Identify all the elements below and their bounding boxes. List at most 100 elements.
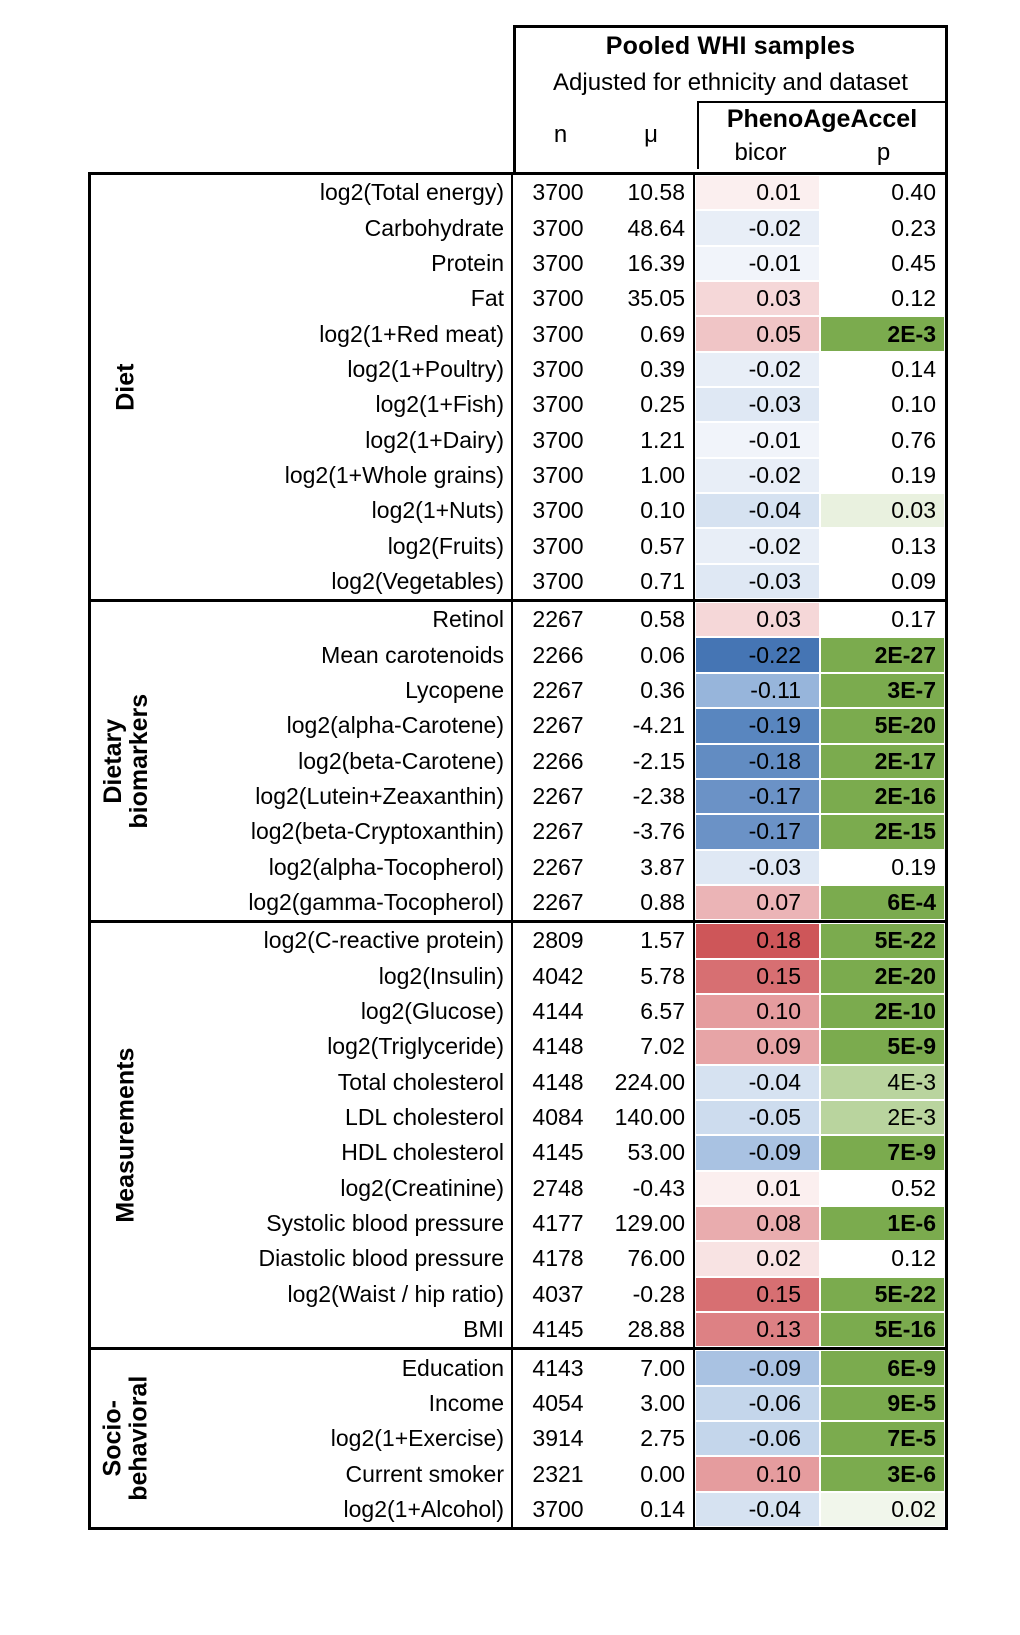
group-diet: Diet log2(Total energy) 3700 10.58 0.01 0.40 C… xyxy=(91,175,945,600)
bicor-value: -0.18 xyxy=(695,743,820,779)
p-value: 0.10 xyxy=(820,387,945,423)
p-value: 0.03 xyxy=(820,493,945,529)
p-value: 5E-20 xyxy=(820,708,945,744)
bicor-value: 0.07 xyxy=(695,884,820,921)
n-value: 3700 xyxy=(532,461,584,488)
p-value: 5E-16 xyxy=(820,1312,945,1348)
column-header-bicor: bicor xyxy=(734,138,787,166)
row-label: log2(beta-Cryptoxanthin) xyxy=(161,814,513,850)
mu-value: -2.38 xyxy=(603,778,695,815)
mu-value: 224.00 xyxy=(603,1064,695,1100)
mu-value: 2.75 xyxy=(603,1421,695,1457)
p-value: 0.12 xyxy=(820,1241,945,1277)
table-header: Pooled WHI samples Adjusted for ethnicit… xyxy=(513,25,948,172)
row-label: Current smoker xyxy=(161,1456,513,1492)
p-value: 0.09 xyxy=(820,563,945,600)
p-value: 9E-5 xyxy=(820,1385,945,1422)
mu-value: 16.39 xyxy=(603,245,695,282)
p-value: 0.19 xyxy=(820,457,945,494)
n-value: 4148 xyxy=(532,1033,584,1060)
bicor-value: -0.02 xyxy=(695,528,820,564)
n-value: 2267 xyxy=(532,853,584,880)
p-value: 2E-3 xyxy=(820,316,945,352)
bicor-value: -0.03 xyxy=(695,387,820,423)
column-header-n: n xyxy=(553,121,568,148)
column-headers: n μ PhenoAgeAccel bicor p xyxy=(516,101,945,169)
row-label: log2(Glucose) xyxy=(161,993,513,1030)
n-value: 4178 xyxy=(532,1245,584,1272)
bicor-value: 0.15 xyxy=(695,1276,820,1312)
p-value: 0.17 xyxy=(820,602,945,638)
p-value: 2E-3 xyxy=(820,1099,945,1136)
n-value: 2267 xyxy=(532,783,584,810)
n-value: 2267 xyxy=(532,676,584,703)
mu-value: 35.05 xyxy=(603,281,695,317)
bicor-value: -0.03 xyxy=(695,849,820,885)
p-value: 0.13 xyxy=(820,528,945,564)
p-value: 0.52 xyxy=(820,1170,945,1206)
bicor-value: 0.13 xyxy=(695,1312,820,1348)
group-socio-behavioral: Socio- behavioral Education 4143 7.00 -0.09 6… xyxy=(91,1347,945,1528)
p-value: 7E-5 xyxy=(820,1421,945,1457)
mu-value: 1.00 xyxy=(603,457,695,494)
group-label-text: Dietary biomarkers xyxy=(98,693,154,829)
n-value: 3700 xyxy=(532,285,584,312)
mu-value: 7.02 xyxy=(603,1029,695,1065)
row-label: log2(1+Nuts) xyxy=(161,493,513,529)
p-value: 0.40 xyxy=(820,175,945,211)
bicor-value: -0.06 xyxy=(695,1385,820,1422)
n-value: 2267 xyxy=(532,712,584,739)
n-value: 4143 xyxy=(532,1354,584,1381)
mu-value: -0.43 xyxy=(603,1170,695,1206)
row-label: log2(Total energy) xyxy=(161,175,513,211)
p-value: 0.02 xyxy=(820,1491,945,1528)
row-label: log2(1+Poultry) xyxy=(161,351,513,388)
n-value: 4177 xyxy=(532,1210,584,1237)
row-label: log2(alpha-Carotene) xyxy=(161,708,513,744)
bicor-value: 0.05 xyxy=(695,316,820,352)
bicor-value: -0.04 xyxy=(695,493,820,529)
mu-value: -0.28 xyxy=(603,1276,695,1312)
mu-value: 7.00 xyxy=(603,1350,695,1386)
mu-value: 0.39 xyxy=(603,351,695,388)
bicor-value: -0.11 xyxy=(695,672,820,709)
mu-value: 48.64 xyxy=(603,210,695,246)
table-body: Diet log2(Total energy) 3700 10.58 0.01 0.40 C… xyxy=(88,172,948,1531)
row-label: log2(gamma-Tocopherol) xyxy=(161,884,513,921)
mu-value: -3.76 xyxy=(603,814,695,850)
row-label: log2(beta-Carotene) xyxy=(161,743,513,779)
n-value: 3700 xyxy=(532,497,584,524)
mu-value: -4.21 xyxy=(603,708,695,744)
row-label: Mean carotenoids xyxy=(161,637,513,673)
p-value: 4E-3 xyxy=(820,1064,945,1100)
row-label: log2(Fruits) xyxy=(161,528,513,564)
mu-value: 0.69 xyxy=(603,316,695,352)
column-header-phenoageaccel: PhenoAgeAccel xyxy=(726,105,918,133)
n-value: 3700 xyxy=(532,320,584,347)
bicor-value: 0.15 xyxy=(695,958,820,994)
bicor-value: 0.10 xyxy=(695,1456,820,1492)
bicor-value: 0.02 xyxy=(695,1241,820,1277)
p-value: 0.23 xyxy=(820,210,945,246)
mu-value: 140.00 xyxy=(603,1099,695,1136)
p-value: 0.14 xyxy=(820,351,945,388)
n-value: 4148 xyxy=(532,1068,584,1095)
bicor-value: 0.09 xyxy=(695,1029,820,1065)
bicor-value: -0.17 xyxy=(695,814,820,850)
p-value: 0.76 xyxy=(820,422,945,458)
bicor-value: -0.19 xyxy=(695,708,820,744)
row-label: Lycopene xyxy=(161,672,513,709)
bicor-value: -0.01 xyxy=(695,422,820,458)
bicor-value: 0.10 xyxy=(695,993,820,1030)
n-value: 4145 xyxy=(532,1316,584,1343)
n-value: 3700 xyxy=(532,249,584,276)
bicor-value: -0.02 xyxy=(695,351,820,388)
n-value: 2748 xyxy=(532,1174,584,1201)
p-value: 5E-9 xyxy=(820,1029,945,1065)
mu-value: 0.10 xyxy=(603,493,695,529)
group-label-text: Socio- behavioral xyxy=(98,1376,153,1502)
row-label: Diastolic blood pressure xyxy=(161,1241,513,1277)
row-label: Protein xyxy=(161,245,513,282)
bicor-value: 0.08 xyxy=(695,1205,820,1242)
row-label: log2(1+Whole grains) xyxy=(161,457,513,494)
